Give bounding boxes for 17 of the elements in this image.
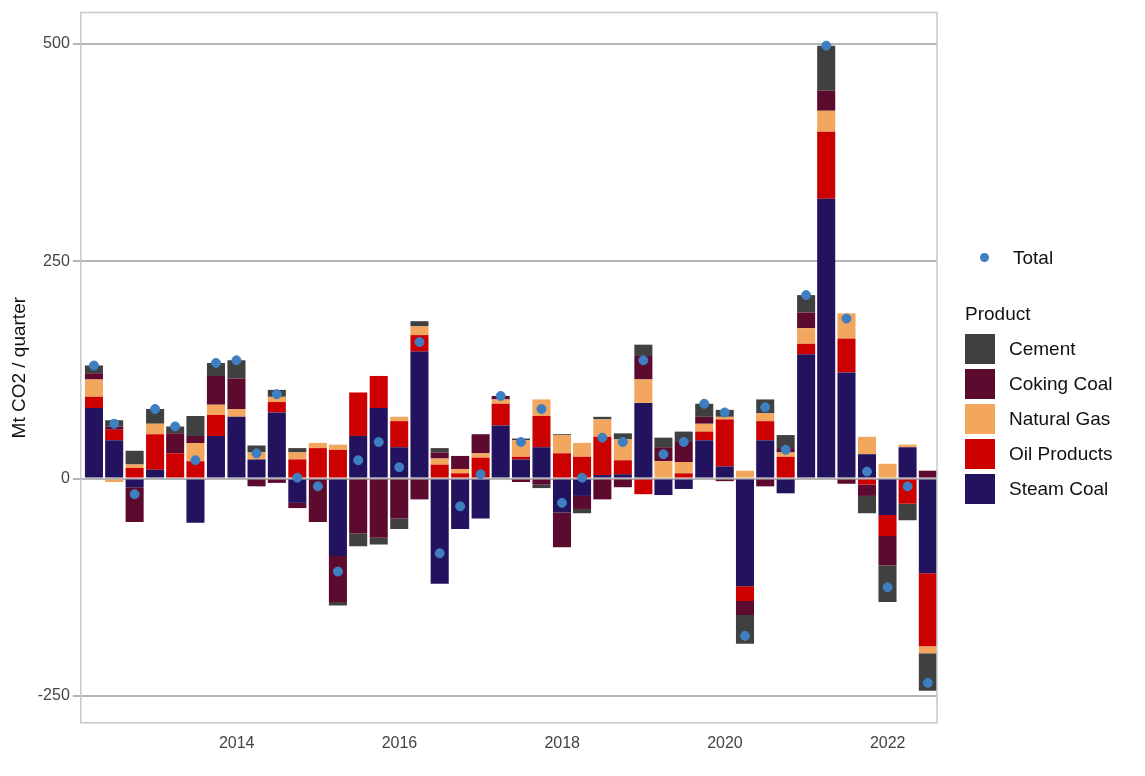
y-axis-title: Mt CO2 / quarter — [7, 296, 29, 439]
y-tick-label: 250 — [43, 251, 70, 269]
legend-title: Product — [965, 303, 1032, 325]
legend-label: Coking Coal — [1009, 372, 1113, 395]
y-tick-label: 500 — [43, 34, 70, 52]
legend-label: Oil Products — [1009, 442, 1113, 465]
x-tick-label: 2022 — [869, 733, 906, 751]
legend-label: Cement — [1009, 337, 1076, 360]
x-tick-label: 2020 — [707, 733, 743, 751]
x-tick-label: 2016 — [381, 733, 418, 751]
legend-label: Natural Gas — [1009, 407, 1111, 430]
y-tick-label: -250 — [37, 686, 70, 704]
x-tick-label: 2014 — [218, 733, 255, 751]
y-tick-label: 0 — [60, 468, 70, 486]
legend-label: Total — [1013, 246, 1054, 269]
legend-label: Steam Coal — [1009, 477, 1109, 500]
x-tick-label: 2018 — [544, 733, 581, 751]
